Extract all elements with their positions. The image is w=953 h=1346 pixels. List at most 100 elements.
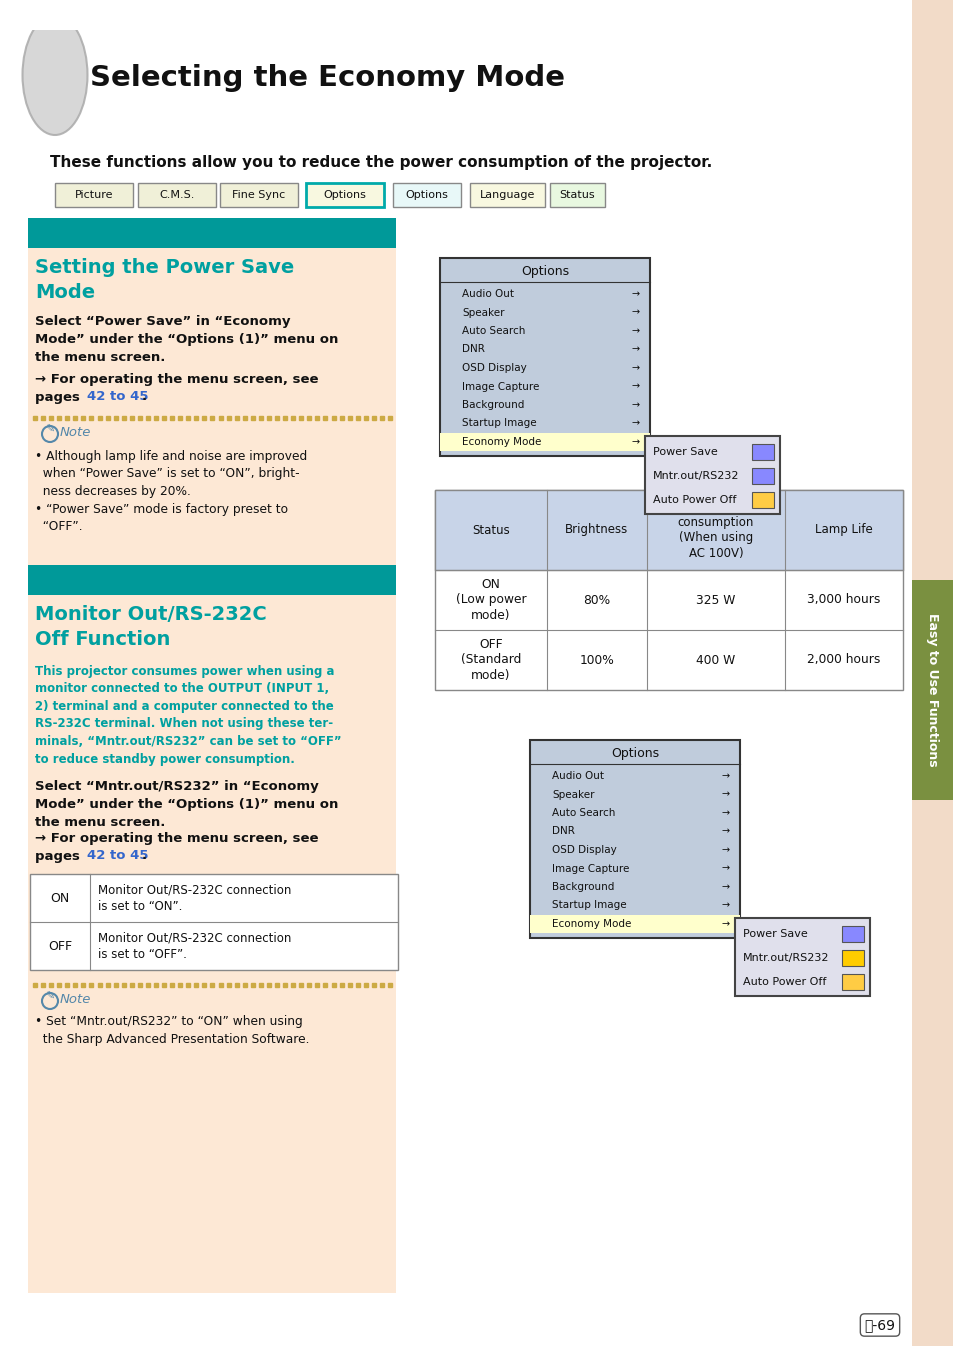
FancyBboxPatch shape — [644, 436, 780, 514]
Text: Audio Out: Audio Out — [461, 289, 514, 299]
FancyBboxPatch shape — [841, 950, 863, 966]
Text: →: → — [631, 345, 639, 354]
Text: • Set “Mntr.out/RS232” to “ON” when using
  the Sharp Advanced Presentation Soft: • Set “Mntr.out/RS232” to “ON” when usin… — [35, 1015, 309, 1046]
FancyBboxPatch shape — [734, 918, 869, 996]
Text: Select “Mntr.out/RS232” in “Economy
Mode” under the “Options (1)” menu on
the me: Select “Mntr.out/RS232” in “Economy Mode… — [35, 779, 338, 829]
Text: Image Capture: Image Capture — [552, 864, 629, 874]
FancyBboxPatch shape — [751, 493, 773, 507]
FancyBboxPatch shape — [28, 565, 395, 595]
FancyBboxPatch shape — [841, 975, 863, 991]
Text: Select “Power Save” in “Economy
Mode” under the “Options (1)” menu on
the menu s: Select “Power Save” in “Economy Mode” un… — [35, 315, 338, 363]
Text: .: . — [142, 390, 147, 402]
Text: Power Save: Power Save — [742, 929, 807, 940]
Text: Off Function: Off Function — [35, 630, 171, 649]
Text: →: → — [631, 400, 639, 411]
FancyBboxPatch shape — [439, 258, 649, 456]
Text: ✎: ✎ — [45, 425, 54, 435]
Text: Note: Note — [60, 425, 91, 439]
Text: .: . — [142, 849, 147, 861]
Text: OFF: OFF — [48, 940, 72, 953]
FancyBboxPatch shape — [22, 0, 122, 30]
FancyBboxPatch shape — [138, 183, 215, 207]
Text: Auto Power Off: Auto Power Off — [652, 495, 736, 505]
Text: Status: Status — [472, 524, 509, 537]
Text: 325 W: 325 W — [696, 594, 735, 607]
Text: →: → — [721, 919, 729, 929]
FancyBboxPatch shape — [28, 218, 395, 1294]
Text: Mntr.out/RS232: Mntr.out/RS232 — [742, 953, 828, 962]
FancyBboxPatch shape — [435, 490, 902, 569]
Text: 42 to 45: 42 to 45 — [87, 849, 149, 861]
Text: C.M.S.: C.M.S. — [159, 190, 194, 201]
Text: →: → — [631, 437, 639, 447]
Text: →: → — [631, 289, 639, 299]
Text: Economy Mode: Economy Mode — [461, 437, 540, 447]
Text: →: → — [631, 381, 639, 392]
Text: →: → — [721, 864, 729, 874]
FancyBboxPatch shape — [530, 740, 740, 938]
Text: Auto Search: Auto Search — [552, 808, 615, 818]
Text: Speaker: Speaker — [461, 307, 504, 318]
FancyBboxPatch shape — [435, 490, 902, 690]
Text: Auto Power Off: Auto Power Off — [742, 977, 825, 987]
FancyBboxPatch shape — [751, 444, 773, 460]
Text: →: → — [721, 845, 729, 855]
Text: Monitor Out/RS-232C connection
is set to “OFF”.: Monitor Out/RS-232C connection is set to… — [98, 931, 291, 961]
Text: Language: Language — [479, 190, 535, 201]
Text: Picture: Picture — [74, 190, 113, 201]
Text: OFF
(Standard
mode): OFF (Standard mode) — [460, 638, 520, 682]
Text: Monitor Out/RS-232C: Monitor Out/RS-232C — [35, 604, 267, 625]
Text: Mode: Mode — [35, 283, 95, 302]
Text: Selecting the Economy Mode: Selecting the Economy Mode — [90, 65, 564, 92]
Text: → For operating the menu screen, see
pages: → For operating the menu screen, see pag… — [35, 373, 318, 404]
Text: Startup Image: Startup Image — [552, 900, 626, 910]
Text: Monitor Out/RS-232C connection
is set to “ON”.: Monitor Out/RS-232C connection is set to… — [98, 883, 291, 913]
Text: Economy Mode: Economy Mode — [552, 919, 631, 929]
Text: Speaker: Speaker — [552, 790, 594, 800]
Text: 3,000 hours: 3,000 hours — [806, 594, 880, 607]
Text: ON: ON — [51, 891, 70, 905]
Text: Image Capture: Image Capture — [461, 381, 538, 392]
Text: Options: Options — [520, 265, 569, 279]
Text: Mntr.out/RS232: Mntr.out/RS232 — [652, 471, 739, 481]
Text: ON
(Low power
mode): ON (Low power mode) — [456, 577, 526, 622]
Text: Note: Note — [60, 993, 91, 1005]
Text: Power Save: Power Save — [652, 447, 717, 458]
FancyBboxPatch shape — [550, 183, 604, 207]
Text: These functions allow you to reduce the power consumption of the projector.: These functions allow you to reduce the … — [50, 155, 712, 170]
Ellipse shape — [23, 15, 88, 135]
Text: →: → — [721, 771, 729, 781]
FancyBboxPatch shape — [220, 183, 297, 207]
Text: ✎: ✎ — [45, 992, 54, 1001]
Text: This projector consumes power when using a
monitor connected to the OUTPUT (INPU: This projector consumes power when using… — [35, 665, 341, 766]
FancyBboxPatch shape — [306, 183, 384, 207]
Text: →: → — [631, 363, 639, 373]
Text: 100%: 100% — [579, 654, 614, 666]
FancyBboxPatch shape — [911, 0, 953, 1346]
Text: Brightness: Brightness — [565, 524, 628, 537]
Text: → For operating the menu screen, see
pages: → For operating the menu screen, see pag… — [35, 832, 318, 863]
FancyBboxPatch shape — [751, 468, 773, 485]
Text: OSD Display: OSD Display — [552, 845, 616, 855]
Text: Options: Options — [610, 747, 659, 760]
Text: Options: Options — [323, 190, 366, 201]
Text: →: → — [721, 826, 729, 836]
FancyBboxPatch shape — [55, 183, 132, 207]
Text: 400 W: 400 W — [696, 654, 735, 666]
Text: Fine Sync: Fine Sync — [233, 190, 285, 201]
Text: Audio Out: Audio Out — [552, 771, 603, 781]
FancyBboxPatch shape — [30, 874, 397, 970]
Text: 42 to 45: 42 to 45 — [87, 390, 149, 402]
Text: Power
consumption
(When using
AC 100V): Power consumption (When using AC 100V) — [677, 501, 754, 560]
Text: →: → — [721, 808, 729, 818]
Text: 80%: 80% — [583, 594, 610, 607]
Text: Easy to Use Functions: Easy to Use Functions — [925, 614, 939, 767]
Text: →: → — [721, 900, 729, 910]
FancyBboxPatch shape — [28, 218, 395, 248]
Text: 2,000 hours: 2,000 hours — [806, 654, 880, 666]
Text: →: → — [631, 326, 639, 336]
FancyBboxPatch shape — [911, 580, 953, 800]
Text: Setting the Power Save: Setting the Power Save — [35, 258, 294, 277]
Text: Startup Image: Startup Image — [461, 419, 536, 428]
Text: DNR: DNR — [552, 826, 575, 836]
